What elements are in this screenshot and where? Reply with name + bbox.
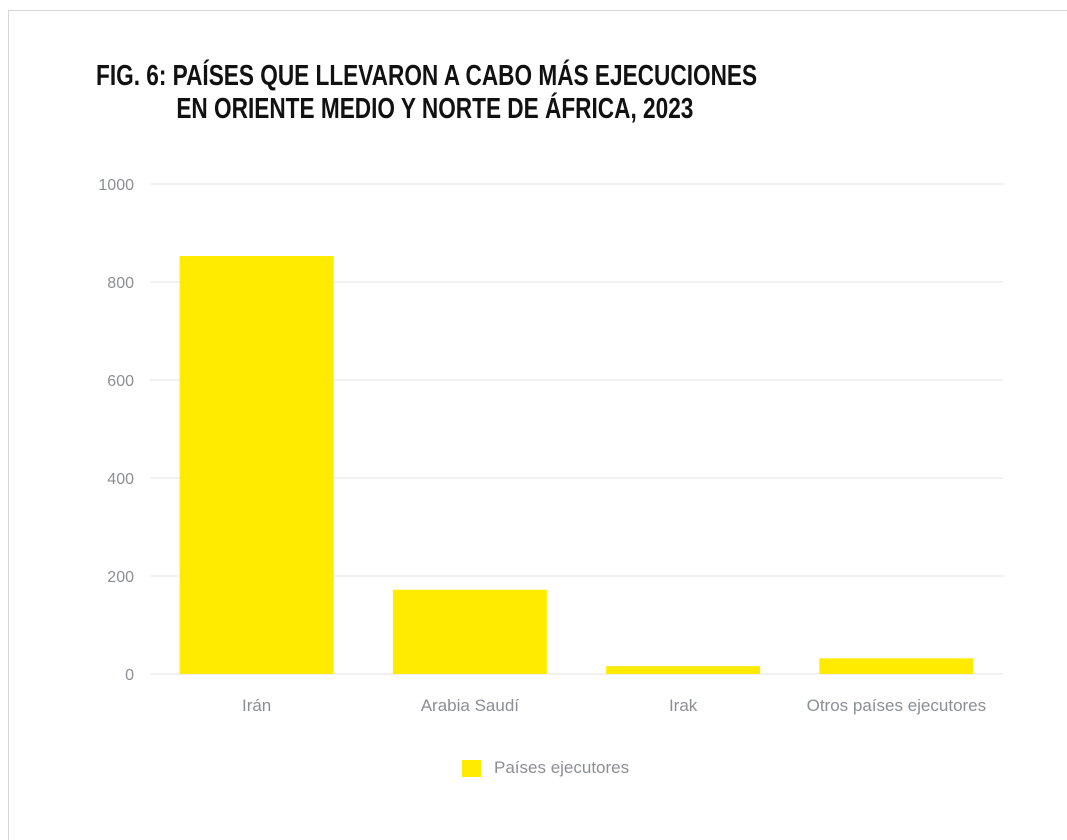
y-tick-label: 200 (107, 569, 134, 586)
x-tick-label: Irak (669, 696, 698, 715)
chart-frame (8, 10, 1067, 840)
y-tick-label: 800 (107, 275, 134, 292)
y-tick-label: 0 (125, 667, 134, 684)
bar-arabia-saudi (392, 589, 547, 674)
chart-title: FIG. 6: PAÍSES QUE LLEVARON A CABO MÁS E… (96, 60, 757, 126)
x-tick-label: Otros países ejecutores (807, 696, 987, 715)
chart-title-line-1: FIG. 6: PAÍSES QUE LLEVARON A CABO MÁS E… (96, 60, 758, 92)
y-axis-tick-labels: 0 200 400 600 800 1000 (98, 177, 134, 684)
y-tick-label: 400 (107, 471, 134, 488)
y-tick-label: 1000 (98, 177, 134, 194)
bar-iran (179, 256, 334, 674)
x-tick-label: Arabia Saudí (421, 696, 520, 715)
bar-otros-paises-ejecutores (819, 658, 974, 674)
bars (179, 256, 974, 674)
legend-label: Países ejecutores (494, 758, 630, 777)
bar-irak (606, 666, 761, 674)
x-tick-label: Irán (242, 696, 271, 715)
y-tick-label: 600 (107, 373, 134, 390)
x-axis-tick-labels: Irán Arabia Saudí Irak Otros países ejecuto… (242, 696, 986, 715)
chart-title-line-2: EN ORIENTE MEDIO Y NORTE DE ÁFRICA, 2023 (176, 93, 694, 125)
legend-swatch (462, 759, 481, 777)
legend: Países ejecutores (462, 758, 629, 778)
